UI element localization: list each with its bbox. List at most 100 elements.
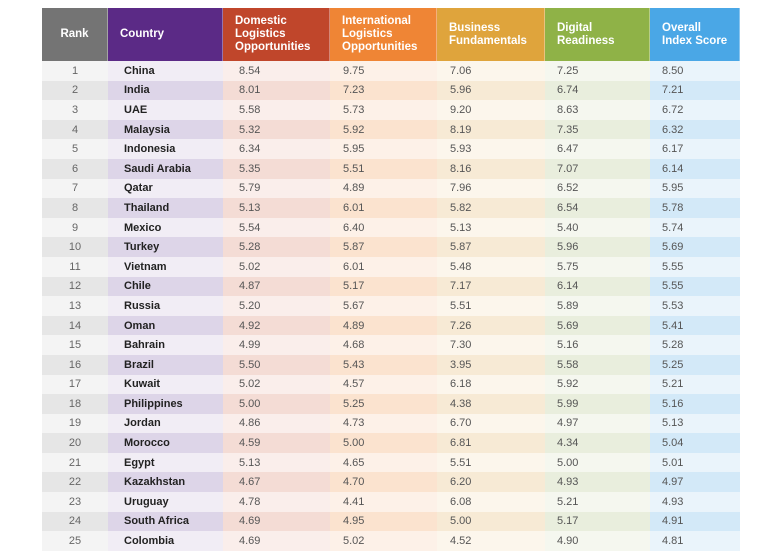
overall-index-score-cell: 5.25 (650, 354, 740, 375)
table-row: 24 South Africa 4.69 4.95 5.00 5.17 4.91 (42, 511, 740, 532)
country-cell: Kuwait (108, 374, 223, 395)
digital-readiness-cell: 6.52 (545, 178, 650, 199)
domestic-logistics-cell: 4.67 (223, 472, 330, 493)
rank-cell: 18 (42, 394, 108, 414)
international-logistics-cell: 7.23 (330, 80, 437, 101)
overall-index-score-cell: 5.28 (650, 335, 740, 355)
business-fundamentals-cell: 5.48 (437, 256, 545, 277)
country-cell: Qatar (108, 178, 223, 199)
rank-cell: 24 (42, 511, 108, 532)
digital-readiness-cell: 4.93 (545, 472, 650, 493)
country-cell: Russia (108, 296, 223, 316)
overall-index-score-cell: 5.69 (650, 237, 740, 257)
rank-cell: 11 (42, 256, 108, 277)
domestic-logistics-cell: 4.87 (223, 276, 330, 297)
domestic-logistics-cell: 8.54 (223, 61, 330, 81)
international-logistics-cell: 5.43 (330, 354, 437, 375)
country-cell: Indonesia (108, 139, 223, 159)
rank-cell: 5 (42, 139, 108, 159)
domestic-logistics-cell: 4.78 (223, 492, 330, 512)
business-fundamentals-cell: 5.51 (437, 296, 545, 316)
international-logistics-cell: 4.70 (330, 472, 437, 493)
rank-cell: 19 (42, 413, 108, 434)
business-fundamentals-cell: 7.96 (437, 178, 545, 199)
international-logistics-cell: 5.00 (330, 433, 437, 453)
header-country: Country (108, 8, 223, 61)
domestic-logistics-cell: 5.54 (223, 217, 330, 238)
digital-readiness-cell: 6.74 (545, 80, 650, 101)
country-cell: Turkey (108, 237, 223, 257)
table-row: 10 Turkey 5.28 5.87 5.87 5.96 5.69 (42, 237, 740, 257)
header-domestic-label: Domestic Logistics Opportunities (235, 15, 311, 53)
overall-index-score-cell: 5.13 (650, 413, 740, 434)
overall-index-score-cell: 5.41 (650, 315, 740, 336)
digital-readiness-cell: 6.47 (545, 139, 650, 159)
table-row: 7 Qatar 5.79 4.89 7.96 6.52 5.95 (42, 178, 740, 199)
overall-index-score-cell: 6.14 (650, 158, 740, 179)
digital-readiness-cell: 4.90 (545, 531, 650, 551)
country-cell: Thailand (108, 198, 223, 218)
domestic-logistics-cell: 4.69 (223, 531, 330, 551)
digital-readiness-cell: 5.75 (545, 256, 650, 277)
digital-readiness-cell: 5.58 (545, 354, 650, 375)
business-fundamentals-cell: 4.52 (437, 531, 545, 551)
domestic-logistics-cell: 5.20 (223, 296, 330, 316)
table-row: 13 Russia 5.20 5.67 5.51 5.89 5.53 (42, 296, 740, 316)
international-logistics-cell: 4.89 (330, 315, 437, 336)
domestic-logistics-cell: 4.59 (223, 433, 330, 453)
business-fundamentals-cell: 7.26 (437, 315, 545, 336)
international-logistics-cell: 5.73 (330, 100, 437, 120)
digital-readiness-cell: 4.97 (545, 413, 650, 434)
country-cell: Uruguay (108, 492, 223, 512)
business-fundamentals-cell: 6.18 (437, 374, 545, 395)
header-country-label: Country (120, 28, 165, 40)
table-row: 3 UAE 5.58 5.73 9.20 8.63 6.72 (42, 100, 740, 120)
digital-readiness-cell: 5.99 (545, 394, 650, 414)
business-fundamentals-cell: 6.20 (437, 472, 545, 493)
business-fundamentals-cell: 7.30 (437, 335, 545, 355)
table-row: 22 Kazakhstan 4.67 4.70 6.20 4.93 4.97 (42, 472, 740, 493)
table-row: 5 Indonesia 6.34 5.95 5.93 6.47 6.17 (42, 139, 740, 159)
international-logistics-cell: 4.95 (330, 511, 437, 532)
domestic-logistics-cell: 5.02 (223, 374, 330, 395)
country-cell: UAE (108, 100, 223, 120)
table-row: 12 Chile 4.87 5.17 7.17 6.14 5.55 (42, 276, 740, 297)
business-fundamentals-cell: 8.19 (437, 119, 545, 140)
digital-readiness-cell: 5.40 (545, 217, 650, 238)
rank-cell: 7 (42, 178, 108, 199)
country-cell: Philippines (108, 394, 223, 414)
table-row: 20 Morocco 4.59 5.00 6.81 4.34 5.04 (42, 433, 740, 453)
digital-readiness-cell: 5.16 (545, 335, 650, 355)
domestic-logistics-cell: 4.99 (223, 335, 330, 355)
international-logistics-cell: 4.68 (330, 335, 437, 355)
domestic-logistics-cell: 5.79 (223, 178, 330, 199)
table-row: 15 Bahrain 4.99 4.68 7.30 5.16 5.28 (42, 335, 740, 355)
overall-index-score-cell: 6.17 (650, 139, 740, 159)
overall-index-score-cell: 8.50 (650, 61, 740, 81)
overall-index-score-cell: 6.32 (650, 119, 740, 140)
international-logistics-cell: 5.95 (330, 139, 437, 159)
international-logistics-cell: 4.89 (330, 178, 437, 199)
rank-cell: 22 (42, 472, 108, 493)
digital-readiness-cell: 7.35 (545, 119, 650, 140)
header-business-fundamentals: Business Fundamentals (437, 8, 545, 61)
overall-index-score-cell: 5.53 (650, 296, 740, 316)
digital-readiness-cell: 5.00 (545, 452, 650, 473)
overall-index-score-cell: 5.95 (650, 178, 740, 199)
header-digital-label: Digital Readiness (557, 21, 615, 47)
rank-cell: 3 (42, 100, 108, 120)
rank-cell: 25 (42, 531, 108, 551)
business-fundamentals-cell: 5.96 (437, 80, 545, 101)
country-cell: Kazakhstan (108, 472, 223, 493)
digital-readiness-cell: 5.92 (545, 374, 650, 395)
business-fundamentals-cell: 5.82 (437, 198, 545, 218)
country-cell: Egypt (108, 452, 223, 473)
business-fundamentals-cell: 7.06 (437, 61, 545, 81)
table-row: 8 Thailand 5.13 6.01 5.82 6.54 5.78 (42, 198, 740, 218)
country-cell: South Africa (108, 511, 223, 532)
rank-cell: 13 (42, 296, 108, 316)
table-row: 19 Jordan 4.86 4.73 6.70 4.97 5.13 (42, 413, 740, 434)
international-logistics-cell: 6.40 (330, 217, 437, 238)
header-international-logistics: International Logistics Opportunities (330, 8, 437, 61)
international-logistics-cell: 4.65 (330, 452, 437, 473)
